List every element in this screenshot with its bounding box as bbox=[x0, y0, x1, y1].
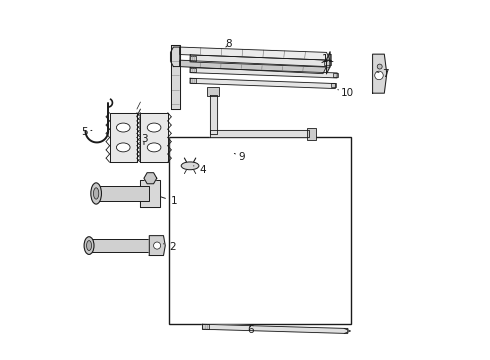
Text: 9: 9 bbox=[234, 152, 245, 162]
Ellipse shape bbox=[117, 143, 130, 152]
Polygon shape bbox=[190, 78, 336, 89]
Ellipse shape bbox=[147, 123, 161, 132]
Bar bbox=[307, 127, 316, 140]
Circle shape bbox=[308, 131, 314, 136]
Ellipse shape bbox=[91, 183, 101, 204]
Bar bbox=[190, 68, 196, 72]
Bar bbox=[89, 239, 153, 252]
Bar bbox=[207, 87, 219, 96]
Bar bbox=[331, 83, 336, 87]
Bar bbox=[333, 73, 338, 77]
Polygon shape bbox=[171, 45, 180, 109]
Polygon shape bbox=[110, 113, 137, 162]
Polygon shape bbox=[141, 113, 168, 162]
Text: 6: 6 bbox=[247, 325, 254, 334]
Polygon shape bbox=[190, 55, 330, 67]
Ellipse shape bbox=[181, 162, 199, 170]
Text: 2: 2 bbox=[164, 242, 175, 252]
Text: 7: 7 bbox=[377, 69, 388, 79]
Polygon shape bbox=[180, 60, 326, 74]
Polygon shape bbox=[171, 47, 180, 67]
Polygon shape bbox=[141, 180, 160, 207]
Bar bbox=[190, 78, 196, 83]
Polygon shape bbox=[180, 47, 330, 60]
Bar bbox=[324, 60, 331, 65]
Text: 11: 11 bbox=[321, 54, 335, 64]
Circle shape bbox=[210, 89, 215, 94]
Ellipse shape bbox=[147, 143, 161, 152]
Polygon shape bbox=[326, 52, 330, 74]
Circle shape bbox=[375, 71, 383, 80]
Polygon shape bbox=[202, 324, 348, 333]
Bar bbox=[190, 55, 196, 61]
Text: 1: 1 bbox=[161, 196, 177, 206]
Ellipse shape bbox=[94, 188, 99, 199]
Polygon shape bbox=[149, 236, 165, 256]
Ellipse shape bbox=[87, 240, 92, 251]
Bar bbox=[202, 324, 209, 329]
Text: 3: 3 bbox=[141, 134, 147, 145]
Text: 8: 8 bbox=[226, 39, 232, 49]
Circle shape bbox=[153, 242, 161, 249]
Polygon shape bbox=[190, 68, 337, 78]
Polygon shape bbox=[210, 95, 217, 134]
Ellipse shape bbox=[117, 123, 130, 132]
Circle shape bbox=[377, 64, 382, 69]
Bar bbox=[96, 186, 149, 201]
Text: 5: 5 bbox=[81, 127, 92, 137]
Ellipse shape bbox=[84, 237, 94, 255]
Polygon shape bbox=[210, 130, 309, 138]
Text: 10: 10 bbox=[338, 88, 354, 98]
Polygon shape bbox=[144, 173, 157, 184]
Text: 4: 4 bbox=[194, 165, 206, 175]
Polygon shape bbox=[372, 54, 387, 93]
Bar bbox=[169, 138, 351, 324]
